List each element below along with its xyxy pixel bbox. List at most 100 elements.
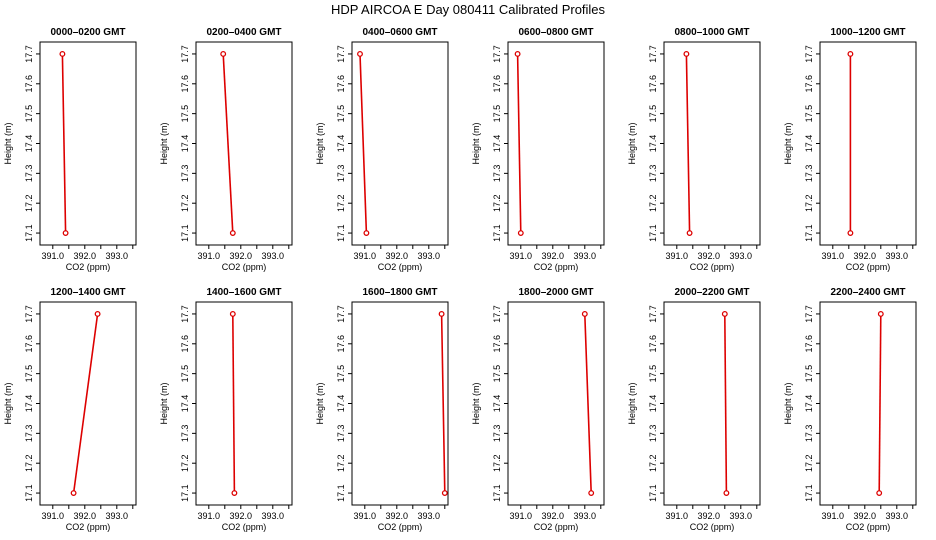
data-point — [723, 490, 730, 497]
data-point — [847, 50, 854, 57]
y-axis-label: Height (m) — [783, 122, 793, 164]
y-tick-label: 17.1 — [24, 484, 34, 502]
y-axis-label: Height (m) — [471, 382, 481, 424]
x-tick-label: 392.0 — [386, 251, 409, 261]
y-tick-label: 17.7 — [24, 305, 34, 323]
x-tick-label: 392.0 — [854, 511, 877, 521]
y-tick-label: 17.3 — [336, 425, 346, 443]
data-point — [441, 490, 448, 497]
profile-panel-9: 1600–1800 GMT 391.0 392.0 393.0 17.1 17.2 17.3… — [315, 287, 449, 532]
x-tick-label: 391.0 — [822, 251, 845, 261]
x-tick-label: 391.0 — [666, 251, 689, 261]
x-tick-label: 393.0 — [574, 251, 597, 261]
profile-line — [516, 53, 522, 234]
x-tick-label: 391.0 — [822, 511, 845, 521]
y-tick-label: 17.1 — [180, 484, 190, 502]
data-point — [876, 490, 883, 497]
data-point — [357, 50, 363, 57]
data-point — [229, 230, 236, 237]
y-tick-label: 17.5 — [804, 365, 814, 383]
y-axis-label: Height (m) — [471, 122, 481, 164]
y-tick-label: 17.2 — [24, 194, 34, 212]
x-tick-label: 392.0 — [698, 511, 721, 521]
data-point — [514, 50, 521, 57]
plot-frame — [663, 41, 761, 246]
data-point — [94, 310, 101, 317]
y-tick-label: 17.5 — [492, 105, 502, 123]
y-tick-label: 17.3 — [804, 165, 814, 183]
y-tick-label: 17.2 — [336, 454, 346, 472]
y-tick-label: 17.3 — [180, 165, 190, 183]
profile-panel-3: 0400–0600 GMT 391.0 392.0 393.0 17.1 17.2 17.3… — [315, 27, 449, 272]
profile-line — [222, 53, 234, 234]
x-tick-label: 392.0 — [698, 251, 721, 261]
plot-frame — [819, 301, 917, 506]
profile-panel-2: 0200–0400 GMT 391.0 392.0 393.0 17.1 17.2 17.3… — [159, 27, 293, 272]
y-tick-label: 17.7 — [180, 305, 190, 323]
data-point — [70, 490, 77, 497]
x-tick-label: 392.0 — [542, 511, 565, 521]
panel-title: 0000–0200 GMT — [50, 27, 125, 38]
y-tick-label: 17.6 — [336, 335, 346, 353]
profile-line — [724, 313, 728, 494]
profile-panel-7: 1200–1400 GMT 391.0 392.0 393.0 17.1 17.2 17.3… — [3, 287, 137, 532]
y-tick-label: 17.5 — [648, 365, 658, 383]
x-tick-label: 393.0 — [886, 251, 909, 261]
profile-panel-12: 2200–2400 GMT 391.0 392.0 393.0 17.1 17.2 17.3… — [783, 287, 917, 532]
x-tick-label: 393.0 — [106, 511, 129, 521]
x-axis-label: CO2 (ppm) — [690, 522, 735, 532]
y-axis-label: Height (m) — [159, 122, 169, 164]
y-tick-label: 17.2 — [492, 194, 502, 212]
profile-line — [878, 313, 882, 494]
panel-title: 0600–0800 GMT — [518, 27, 593, 38]
data-point — [62, 230, 69, 237]
y-tick-label: 17.7 — [648, 45, 658, 63]
x-tick-label: 391.0 — [354, 251, 377, 261]
y-tick-label: 17.4 — [648, 135, 658, 153]
plot-frame — [819, 41, 917, 246]
x-tick-label: 393.0 — [262, 251, 285, 261]
x-tick-label: 391.0 — [198, 511, 221, 521]
data-point — [721, 310, 728, 317]
plot-frame — [39, 41, 137, 246]
x-tick-label: 393.0 — [262, 511, 285, 521]
panel-title: 1000–1200 GMT — [830, 27, 905, 38]
y-tick-label: 17.5 — [24, 365, 34, 383]
y-tick-label: 17.3 — [648, 425, 658, 443]
y-tick-label: 17.3 — [24, 425, 34, 443]
panel-title: 0400–0600 GMT — [362, 27, 437, 38]
x-tick-label: 391.0 — [666, 511, 689, 521]
x-tick-label: 392.0 — [386, 511, 409, 521]
data-point — [229, 310, 236, 317]
panel-title: 1800–2000 GMT — [518, 287, 593, 298]
y-tick-label: 17.1 — [804, 224, 814, 242]
y-axis-label: Height (m) — [3, 122, 13, 164]
y-axis-label: Height (m) — [159, 382, 169, 424]
plot-frame — [507, 41, 605, 246]
data-point — [686, 230, 693, 237]
y-tick-label: 17.2 — [648, 454, 658, 472]
y-tick-label: 17.1 — [24, 224, 34, 242]
y-tick-label: 17.4 — [24, 135, 34, 153]
y-tick-label: 17.7 — [648, 305, 658, 323]
y-tick-label: 17.2 — [180, 454, 190, 472]
y-tick-label: 17.1 — [648, 224, 658, 242]
x-tick-label: 393.0 — [418, 251, 441, 261]
y-tick-label: 17.2 — [180, 194, 190, 212]
x-tick-label: 392.0 — [230, 251, 253, 261]
profile-line — [440, 313, 446, 494]
panel-title: 0200–0400 GMT — [206, 27, 281, 38]
x-tick-label: 391.0 — [354, 511, 377, 521]
y-tick-label: 17.2 — [24, 454, 34, 472]
data-point — [517, 230, 524, 237]
x-tick-label: 392.0 — [542, 251, 565, 261]
y-axis-label: Height (m) — [315, 382, 325, 424]
y-tick-label: 17.6 — [804, 335, 814, 353]
x-axis-label: CO2 (ppm) — [222, 262, 267, 272]
profile-panel-5: 0800–1000 GMT 391.0 392.0 393.0 17.1 17.2 17.3… — [627, 27, 761, 272]
x-axis-label: CO2 (ppm) — [690, 262, 735, 272]
y-tick-label: 17.2 — [804, 454, 814, 472]
y-axis-label: Height (m) — [627, 382, 637, 424]
profile-panel-1: 0000–0200 GMT 391.0 392.0 393.0 17.1 17.2 17.3… — [3, 27, 137, 272]
y-tick-label: 17.6 — [24, 335, 34, 353]
